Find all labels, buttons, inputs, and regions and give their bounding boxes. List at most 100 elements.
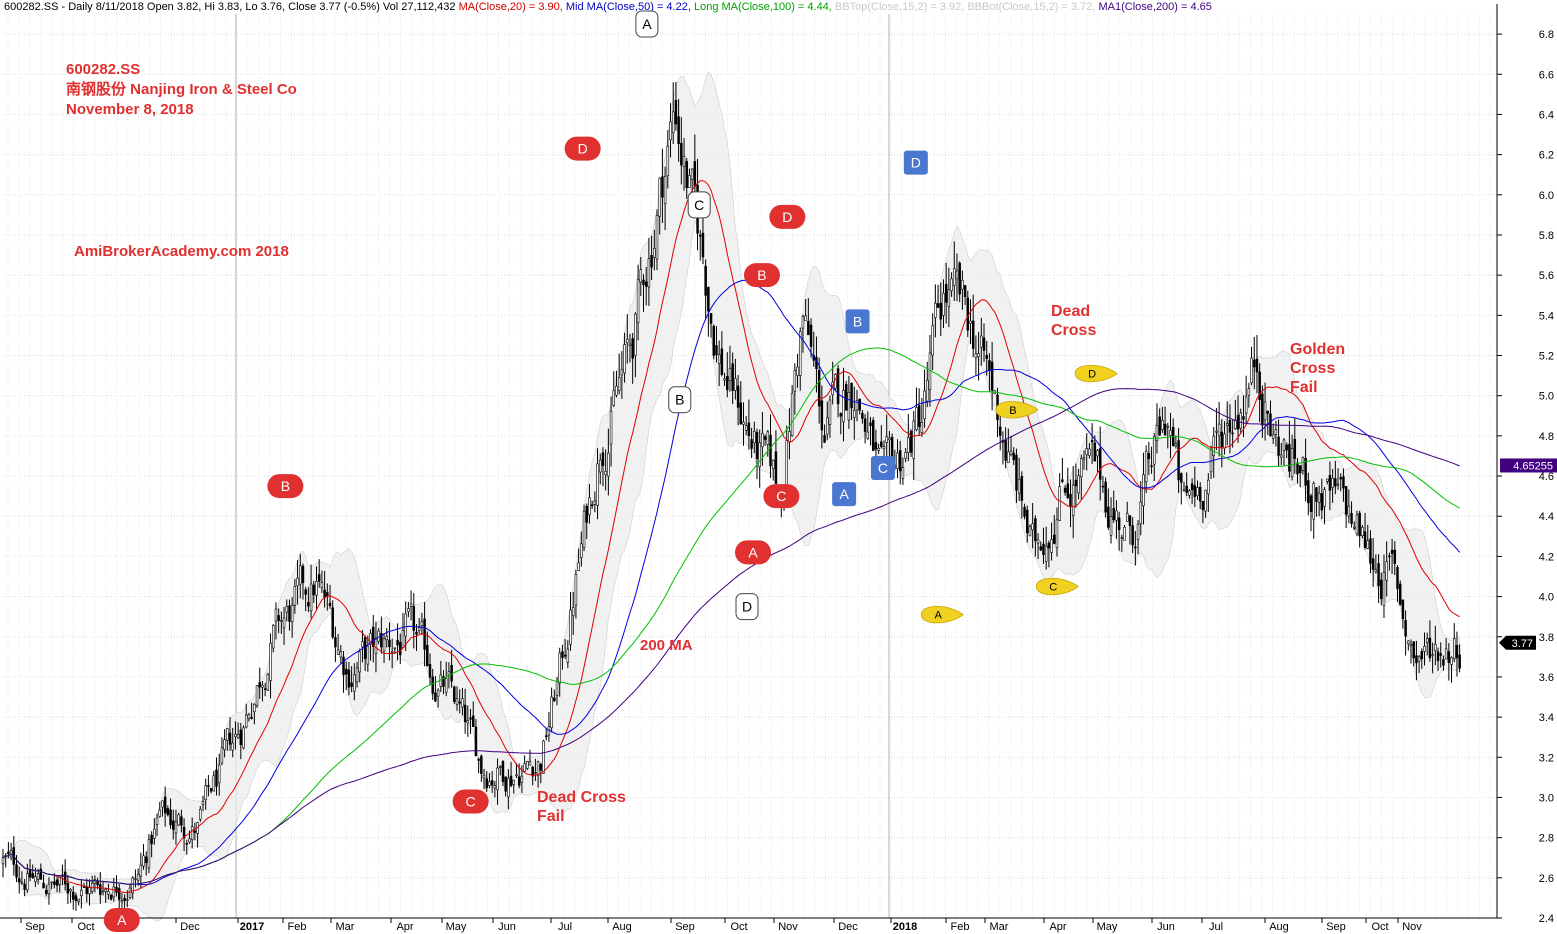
candle-body [1353,526,1356,529]
candle-body [642,279,645,285]
x-tick-label: Apr [396,921,413,933]
candle-body [412,605,416,631]
candle-body [209,788,213,792]
candle-body [801,316,805,329]
candle-body [144,856,148,864]
candle-body [288,605,291,622]
y-tick-label: 6.8 [1539,29,1554,41]
y-tick-label: 5.4 [1539,310,1554,322]
candle-body [1166,425,1170,428]
candle-body [1131,525,1134,546]
candle-body [1328,475,1332,491]
candle-body [1155,425,1159,441]
candle-body [796,366,799,376]
candle-body [520,775,524,783]
candle-body [774,451,778,484]
candle-body [923,390,926,420]
candle-body [474,726,478,757]
candle-body [663,176,667,204]
candle-body [512,779,516,785]
candle-body [715,345,718,356]
candle-body [1374,569,1378,573]
candle-body [120,900,124,903]
x-tick-label: 2018 [893,921,917,933]
candle-body [1236,415,1240,430]
y-tick-label: 5.0 [1539,391,1554,403]
candle-body [150,834,153,845]
marker-label: C [878,460,888,476]
x-tick-label: Nov [1402,921,1422,933]
candle-body [1444,648,1448,660]
candle-body [1363,531,1367,548]
candle-body [39,868,43,880]
y-tick-label: 3.2 [1539,752,1554,764]
candle-body [1088,448,1091,456]
candle-body [304,589,307,595]
marker-c-red [452,789,489,814]
candle-body [785,440,788,486]
candle-body [1125,512,1129,522]
candle-body [77,898,80,902]
candle-body [182,827,186,839]
candle-body [866,431,870,439]
candle-body [493,785,497,789]
candle-body [234,733,237,737]
candle-body [1077,475,1080,494]
candle-body [1212,435,1215,456]
candle-body [1261,393,1264,426]
golden-cross-fail-label: Fail [1290,379,1318,396]
candle-body [366,645,370,665]
marker-c-yellow [1035,577,1079,596]
candle-body [1266,410,1270,414]
y-tick-label: 5.6 [1539,270,1554,282]
candle-body [1317,492,1321,503]
candle-body [712,325,716,356]
candle-body [490,780,494,786]
candle-body [580,543,583,558]
candle-body [1390,549,1394,554]
candle-body [161,800,164,808]
candle-body [666,145,670,177]
candle-body [896,452,899,469]
ma200-line [2,388,1460,885]
candle-body [317,574,321,582]
marker-a-red [734,540,771,565]
candle-body [888,437,891,441]
candle-body [1239,412,1242,429]
ma200-value-label: 4.65255 [1513,460,1553,472]
y-tick-label: 4.8 [1539,431,1554,443]
candle-body [47,883,51,895]
y-tick-label: 5.2 [1539,351,1554,363]
candle-body [1015,454,1018,491]
candle-body [723,378,726,381]
candle-body [1242,416,1245,420]
candle-body [958,262,961,295]
candle-body [523,763,526,772]
dead-cross-fail-label: Dead Cross [537,789,626,806]
candle-body [1407,640,1410,644]
candle-body [399,642,402,656]
candle-body [707,287,710,312]
header-segment: BBTop(Close,15,2) = 3.92, [834,1,968,13]
candle-body [763,436,767,440]
golden-cross-fail-label: Golden [1290,341,1345,358]
marker-b-red [267,474,304,499]
candle-body [855,400,859,411]
candle-body [515,774,518,777]
candle-body [593,500,597,505]
candle-body [26,873,29,891]
candle-body [220,747,224,764]
candle-body [28,869,32,878]
marker-c-white [687,191,711,219]
candle-body [969,320,972,324]
candle-body [1369,538,1372,564]
candle-body [53,881,56,885]
header-segment: Mid MA(Close,50) = 4.22, [565,1,694,13]
candle-body [312,584,316,596]
marker-label: A [117,912,127,928]
candle-body [480,755,483,774]
candle-body [1417,656,1421,662]
candle-body [1050,539,1053,553]
candle-body [850,383,853,409]
